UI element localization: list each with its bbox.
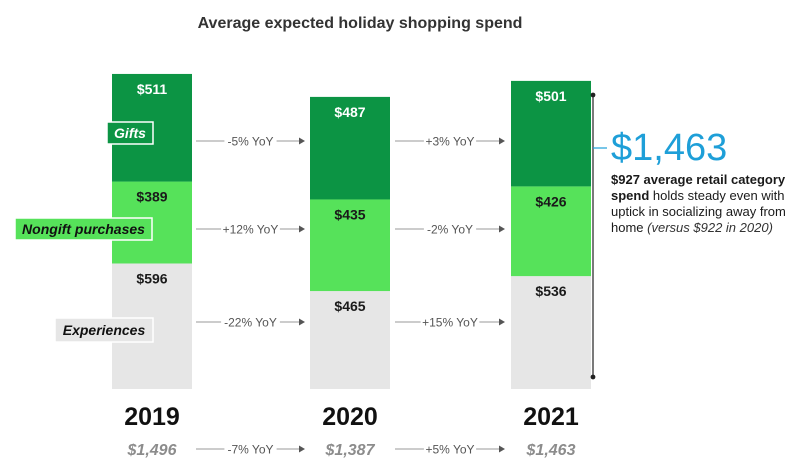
bar-nongift-purchases-2021 xyxy=(511,186,591,277)
legend-tag-experiences xyxy=(54,317,154,343)
bracket-top-dot xyxy=(590,92,596,98)
total-label-2019: $1,496 xyxy=(127,442,177,459)
yoy-arrow-nongift-purchases-arrowhead xyxy=(499,225,505,233)
callout-italic-text: (versus $922 in 2020) xyxy=(647,220,773,235)
chart-title: Average expected holiday shopping spend xyxy=(197,15,523,32)
legend-label-gifts: Gifts xyxy=(114,125,146,141)
bar-group xyxy=(112,73,591,389)
yoy-arrow-experiences-label: +15% YoY xyxy=(422,316,478,330)
bar-gifts-2021 xyxy=(511,80,591,187)
callout-total: $1,463 xyxy=(611,127,728,169)
bar-value-label: $435 xyxy=(334,206,365,222)
bar-gifts-2020 xyxy=(310,96,390,200)
callout-text: holds steady even with uptick in sociali… xyxy=(611,188,786,235)
bar-value-label: $536 xyxy=(535,283,566,299)
bracket-bottom-dot xyxy=(590,374,596,380)
yoy-arrow-gifts-label: -5% YoY xyxy=(227,135,273,149)
bar-value-label: $511 xyxy=(137,81,168,97)
year-label-2021: 2021 xyxy=(523,403,579,431)
series-legend: Experiences Nongift purchases Gifts xyxy=(14,121,154,343)
yoy-arrow-total-label: -7% YoY xyxy=(227,443,273,457)
yoy-arrow-experiences-label: -22% YoY xyxy=(224,316,277,330)
yoy-arrow-experiences-arrowhead xyxy=(299,318,305,326)
total-label-2020: $1,387 xyxy=(325,442,376,459)
yoy-arrow-experiences-arrowhead xyxy=(499,318,505,326)
legend-label-experiences: Experiences xyxy=(63,322,146,338)
year-label-2019: 2019 xyxy=(124,403,180,431)
label-group: $596 $389 $511 $465 $435 $487 $536 $426 $501 xyxy=(136,81,566,314)
yoy-arrow-total-arrowhead xyxy=(299,445,305,453)
bar-value-label: $389 xyxy=(136,189,167,205)
year-axis: 2019 $1,496 2020 $1,387 2021 $1,463 xyxy=(124,403,579,459)
bar-experiences-2021 xyxy=(511,276,591,389)
bar-value-label: $596 xyxy=(136,270,167,286)
bar-nongift-purchases-2020 xyxy=(310,199,390,292)
bar-experiences-2020 xyxy=(310,291,390,389)
yoy-arrow-gifts-arrowhead xyxy=(299,137,305,145)
year-label-2020: 2020 xyxy=(322,403,378,431)
yoy-arrow-nongift-purchases-arrowhead xyxy=(299,225,305,233)
callout-panel: $1,463 $927 average retail category spen… xyxy=(611,126,796,236)
yoy-arrow-gifts-label: +3% YoY xyxy=(425,135,474,149)
bar-value-label: $501 xyxy=(535,88,566,104)
legend-label-nongift-purchases: Nongift purchases xyxy=(22,221,145,237)
yoy-arrow-gifts-arrowhead xyxy=(499,137,505,145)
legend-tag-gifts xyxy=(106,121,154,145)
yoy-arrow-group: -5% YoY +3% YoY +12% YoY -2% YoY -22% YoY +15… xyxy=(196,135,505,457)
callout-bold-text: $927 average retail category spend xyxy=(611,172,786,203)
bar-value-label: $465 xyxy=(334,298,365,314)
callout-note: $927 average retail category spend holds… xyxy=(611,172,796,236)
total-label-2021: $1,463 xyxy=(526,442,576,459)
bar-value-label: $426 xyxy=(535,193,566,209)
bar-value-label: $487 xyxy=(334,104,365,120)
yoy-arrow-nongift-purchases-label: +12% YoY xyxy=(223,223,279,237)
yoy-arrow-total-label: +5% YoY xyxy=(425,443,474,457)
yoy-arrow-total-arrowhead xyxy=(499,445,505,453)
legend-tag-nongift-purchases xyxy=(14,217,153,241)
yoy-arrow-nongift-purchases-label: -2% YoY xyxy=(427,223,473,237)
